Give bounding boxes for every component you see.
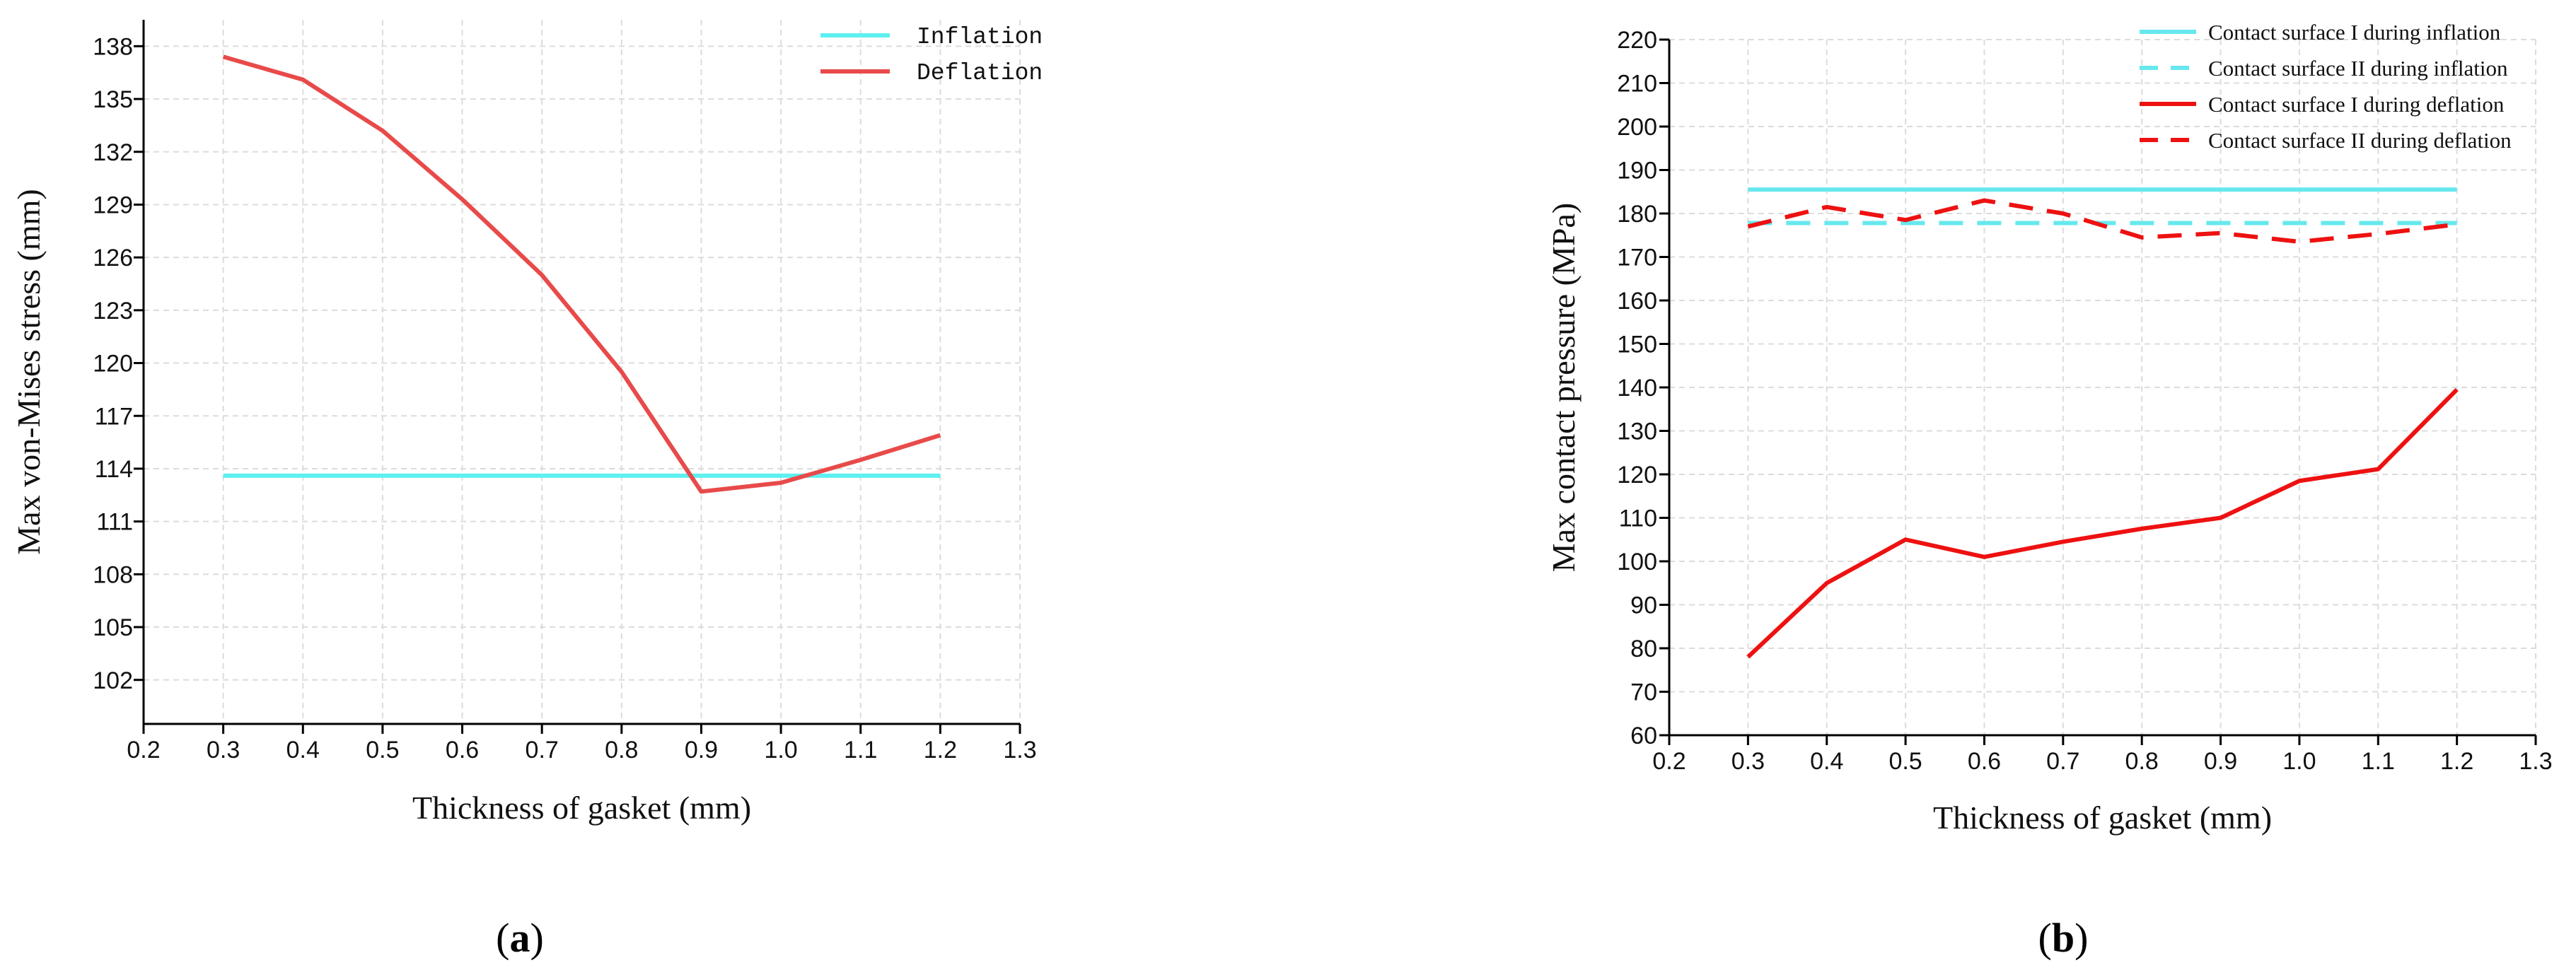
y-tick-label: 180	[1617, 201, 1657, 228]
y-tick-label: 108	[93, 561, 133, 588]
x-axis-title: Thickness of gasket (mm)	[412, 790, 751, 826]
y-tick-label: 105	[93, 614, 133, 641]
x-tick-label: 0.8	[605, 737, 638, 764]
y-tick-label: 135	[93, 86, 133, 113]
y-tick-label: 80	[1630, 636, 1657, 662]
legend-label: Contact surface II during inflation	[2208, 56, 2508, 81]
y-tick-label: 129	[93, 192, 133, 218]
chart-panel-a: 0.2 0.3 0.4 0.5 0.6 0.7 0.8 0.9 1.0 1.1 1.2 1.3 102 1…	[11, 20, 1043, 961]
y-tick-label: 90	[1630, 592, 1657, 619]
x-tick-label: 0.7	[526, 737, 559, 764]
y-tick-label: 120	[1617, 462, 1657, 488]
panel-label: (b)	[2038, 915, 2089, 961]
x-tick-label: 0.7	[2046, 748, 2079, 775]
y-tick-label: 200	[1617, 114, 1657, 141]
y-tick-label: 114	[95, 456, 133, 483]
legend-label: Deflation	[917, 60, 1043, 86]
y-tick-label: 117	[95, 403, 133, 430]
x-tick-label: 0.9	[685, 737, 718, 764]
y-tick-label: 220	[1617, 27, 1657, 54]
y-tick-label: 140	[1617, 375, 1657, 402]
x-tick-label: 0.8	[2125, 748, 2159, 775]
x-tick-label: 0.9	[2204, 748, 2237, 775]
x-tick-label: 0.4	[286, 737, 320, 764]
y-tick-label: 60	[1630, 722, 1657, 749]
x-tick-label: 1.1	[844, 737, 877, 764]
y-tick-label: 138	[93, 33, 133, 60]
x-tick-label: 0.3	[207, 737, 240, 764]
legend-label: Inflation	[917, 24, 1043, 50]
y-tick-label: 160	[1617, 288, 1657, 315]
y-tick-label: 132	[93, 139, 133, 166]
x-tick-label: 0.6	[1968, 748, 2001, 775]
y-tick-label: 190	[1617, 158, 1657, 185]
x-tick-label: 1.3	[2519, 748, 2552, 775]
series-line	[1747, 198, 2457, 244]
x-axis-title: Thickness of gasket (mm)	[1933, 800, 2272, 836]
x-tick-label: 1.2	[2440, 748, 2473, 775]
x-tick-label: 1.0	[2282, 748, 2316, 775]
x-tick-label: 0.5	[366, 737, 399, 764]
x-tick-label: 1.2	[924, 737, 957, 764]
y-tick-label: 100	[1617, 549, 1657, 575]
series-line	[1746, 387, 2459, 659]
y-axis-title: Max contact pressure (MPa)	[1545, 203, 1582, 572]
x-tick-label: 0.4	[1810, 748, 1843, 775]
y-tick-label: 102	[93, 667, 133, 694]
y-tick-label: 126	[93, 245, 133, 271]
x-tick-label: 0.2	[127, 737, 160, 764]
x-tick-label: 0.2	[1652, 748, 1686, 775]
series-line	[222, 54, 941, 494]
y-tick-label: 120	[93, 351, 133, 378]
panel-label: (a)	[496, 915, 544, 961]
legend-label: Contact surface II during deflation	[2208, 128, 2512, 153]
y-tick-label: 110	[1619, 505, 1657, 532]
x-tick-label: 0.6	[446, 737, 479, 764]
legend-label: Contact surface I during inflation	[2208, 20, 2501, 45]
legend-label: Contact surface I during deflation	[2208, 92, 2505, 117]
y-axis-title: Max von-Mises stress (mm)	[11, 189, 47, 554]
x-tick-label: 1.0	[764, 737, 797, 764]
y-tick-label: 150	[1617, 332, 1657, 358]
y-tick-label: 210	[1617, 71, 1657, 98]
y-tick-label: 123	[93, 298, 133, 324]
y-tick-label: 70	[1630, 679, 1657, 706]
chart-panel-b: 0.2 0.3 0.4 0.5 0.6 0.7 0.8 0.9 1.0 1.1 1.2 1.3 60 70…	[1545, 20, 2553, 961]
y-tick-label: 111	[96, 509, 133, 536]
x-tick-label: 1.3	[1003, 737, 1036, 764]
x-tick-label: 1.1	[2362, 748, 2395, 775]
y-tick-label: 130	[1617, 419, 1657, 445]
x-tick-label: 0.3	[1731, 748, 1765, 775]
y-tick-label: 170	[1617, 245, 1657, 271]
x-tick-label: 0.5	[1889, 748, 1922, 775]
